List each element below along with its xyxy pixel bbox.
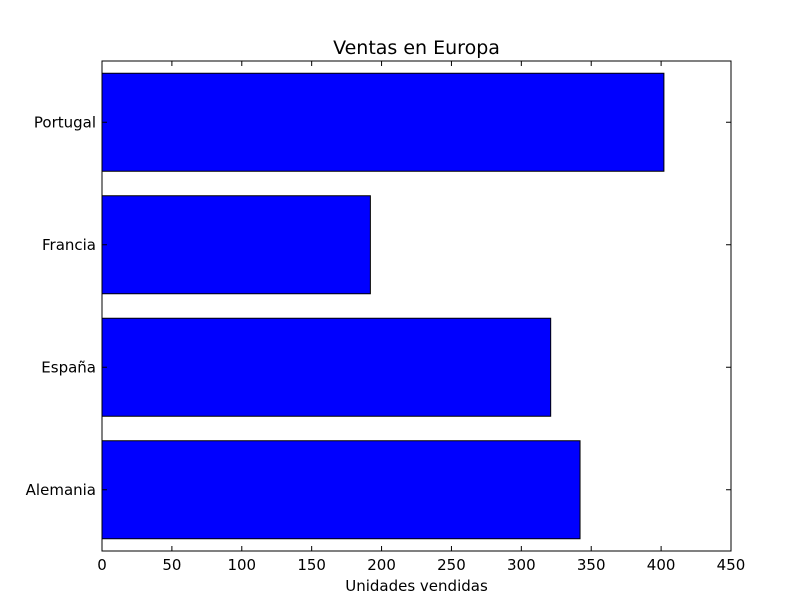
y-tick-label-francia: Francia (42, 236, 96, 254)
y-tick-label-espana: España (41, 358, 96, 376)
bar-portugal (101, 72, 665, 172)
y-tick-label-portugal: Portugal (34, 113, 96, 131)
x-tick-label-250: 250 (437, 556, 466, 574)
x-tick-label-0: 0 (97, 556, 107, 574)
y-ticks-layer: Alemania España Francia Portugal (26, 113, 731, 499)
x-ticks-layer: 0 50 100 150 200 250 300 350 400 450 (97, 61, 745, 574)
x-tick-label-50: 50 (162, 556, 181, 574)
y-tick-label-alemania: Alemania (26, 481, 96, 499)
plot-frame (101, 60, 732, 552)
x-tick-label-350: 350 (577, 556, 606, 574)
x-tick-label-150: 150 (297, 556, 326, 574)
bars-layer (101, 72, 665, 540)
bar-espana (101, 317, 552, 417)
bar-alemania (101, 440, 581, 540)
x-axis-title: Unidades vendidas (345, 577, 488, 595)
x-tick-label-200: 200 (367, 556, 396, 574)
chart-title: Ventas en Europa (333, 37, 500, 59)
x-tick-label-450: 450 (717, 556, 746, 574)
bar-francia (101, 195, 371, 295)
x-tick-label-400: 400 (647, 556, 676, 574)
x-tick-label-300: 300 (507, 556, 536, 574)
x-tick-label-100: 100 (227, 556, 256, 574)
